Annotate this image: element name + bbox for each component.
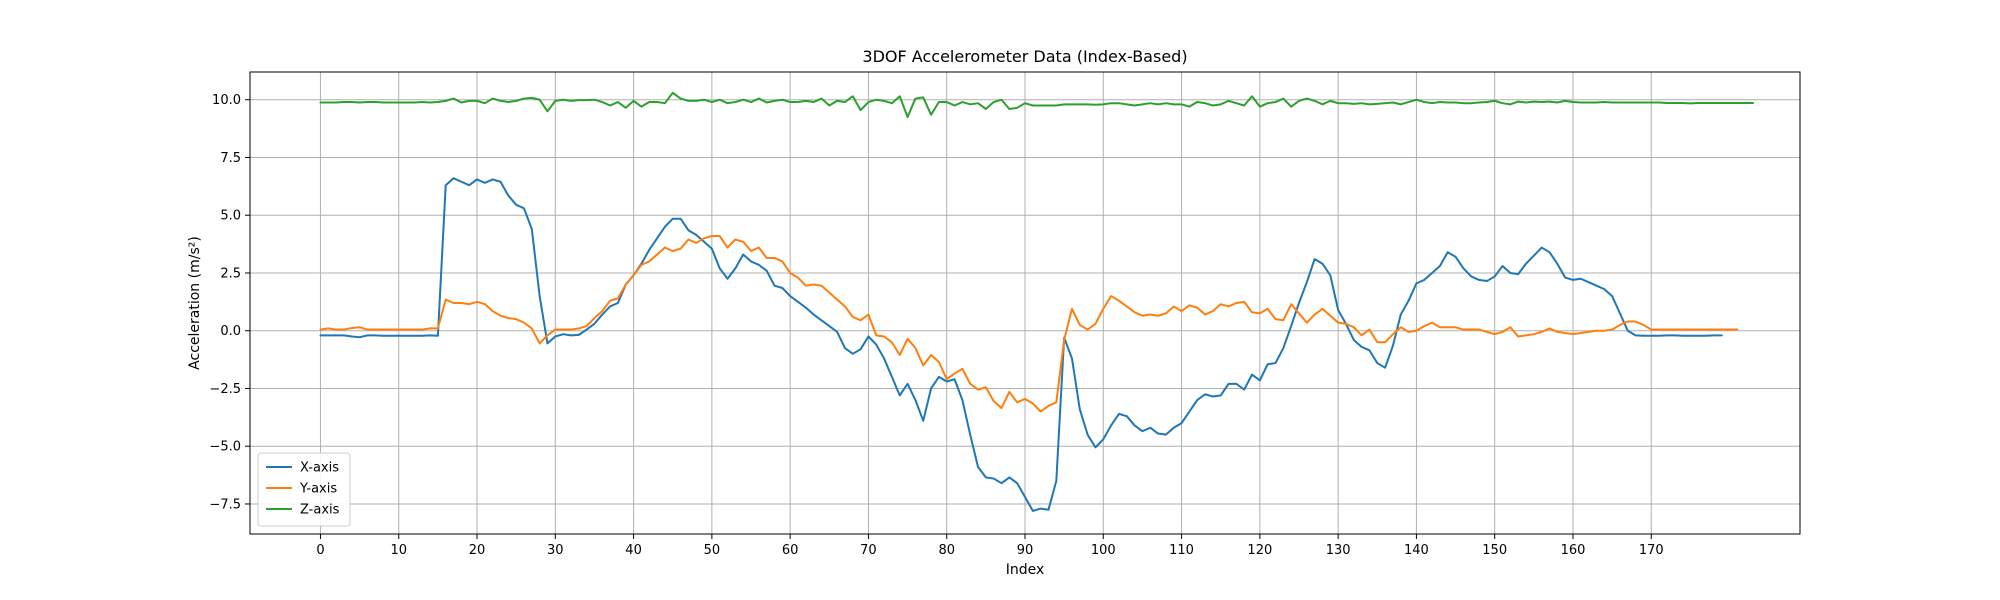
x-tick-label: 90 — [1017, 543, 1034, 558]
legend-label: Y-axis — [299, 482, 337, 497]
x-tick-label: 10 — [390, 543, 407, 558]
chart-title: 3DOF Accelerometer Data (Index-Based) — [862, 47, 1187, 66]
series-line-z-axis — [319, 91, 1755, 119]
x-tick-label: 110 — [1169, 543, 1194, 558]
x-tick-label: 40 — [625, 543, 642, 558]
legend-box — [257, 452, 351, 527]
x-tick-label: 170 — [1639, 543, 1664, 558]
y-axis-ticks: −7.5 −5.0 −2.5 0.0 2.5 5.0 7.5 10.0 — [209, 93, 250, 512]
series-line-y-axis — [319, 235, 1739, 413]
x-tick-label: 80 — [938, 543, 955, 558]
y-tick-label: 2.5 — [220, 266, 241, 281]
x-tick-label: 130 — [1326, 543, 1351, 558]
y-tick-label: −7.5 — [209, 497, 241, 512]
x-tick-label: 150 — [1482, 543, 1507, 558]
x-tick-label: 100 — [1091, 543, 1116, 558]
legend-label: X-axis — [300, 461, 339, 476]
y-tick-label: 7.5 — [220, 151, 241, 166]
x-axis-title: Index — [1006, 562, 1045, 578]
x-tick-label: 30 — [547, 543, 564, 558]
y-axis-title: Acceleration (m/s²) — [187, 236, 203, 370]
y-tick-label: 0.0 — [220, 324, 241, 339]
y-tick-label: −2.5 — [209, 382, 241, 397]
y-tick-label: 10.0 — [212, 93, 241, 108]
y-tick-label: −5.0 — [209, 440, 241, 455]
x-tick-label: 0 — [316, 543, 324, 558]
legend-label: Z-axis — [300, 503, 340, 518]
x-tick-label: 70 — [860, 543, 877, 558]
x-tick-label: 140 — [1404, 543, 1429, 558]
series-line-x-axis — [319, 177, 1723, 512]
x-tick-label: 50 — [704, 543, 721, 558]
x-tick-label: 20 — [469, 543, 486, 558]
legend: X-axis Y-axis Z-axis — [257, 452, 351, 527]
grid-lines — [250, 72, 1800, 534]
y-tick-label: 5.0 — [220, 209, 241, 224]
series-lines — [319, 91, 1755, 512]
x-tick-label: 160 — [1561, 543, 1586, 558]
x-tick-label: 120 — [1247, 543, 1272, 558]
x-axis-ticks: 0 10 20 30 40 50 60 70 80 90 100 110 120 130 140 150 160… — [316, 534, 1664, 558]
x-tick-label: 60 — [782, 543, 799, 558]
